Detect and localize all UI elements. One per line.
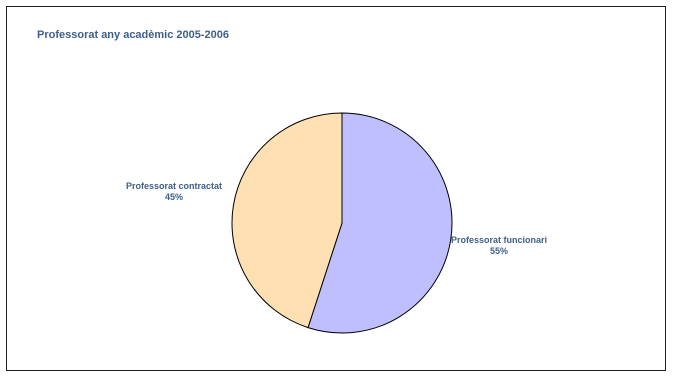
slice-label-name: Professorat contractat bbox=[126, 181, 222, 191]
chart-title: Professorat any acadèmic 2005-2006 bbox=[37, 29, 230, 41]
slice-label-2: Professorat contractat 45% bbox=[126, 181, 222, 202]
slice-label-percent: 55% bbox=[490, 246, 508, 256]
slice-label-1: Professorat funcionari 55% bbox=[451, 235, 547, 256]
pie-chart: Professorat funcionari 55% Professorat con… bbox=[126, 112, 547, 334]
pie-slice-1 bbox=[307, 112, 453, 334]
slice-label-percent: 45% bbox=[165, 192, 183, 202]
pie-slice-2 bbox=[231, 112, 343, 329]
slice-label-name: Professorat funcionari bbox=[451, 235, 547, 245]
chart-frame: Professorat any acadèmic 2005-2006 Profe… bbox=[6, 6, 666, 371]
